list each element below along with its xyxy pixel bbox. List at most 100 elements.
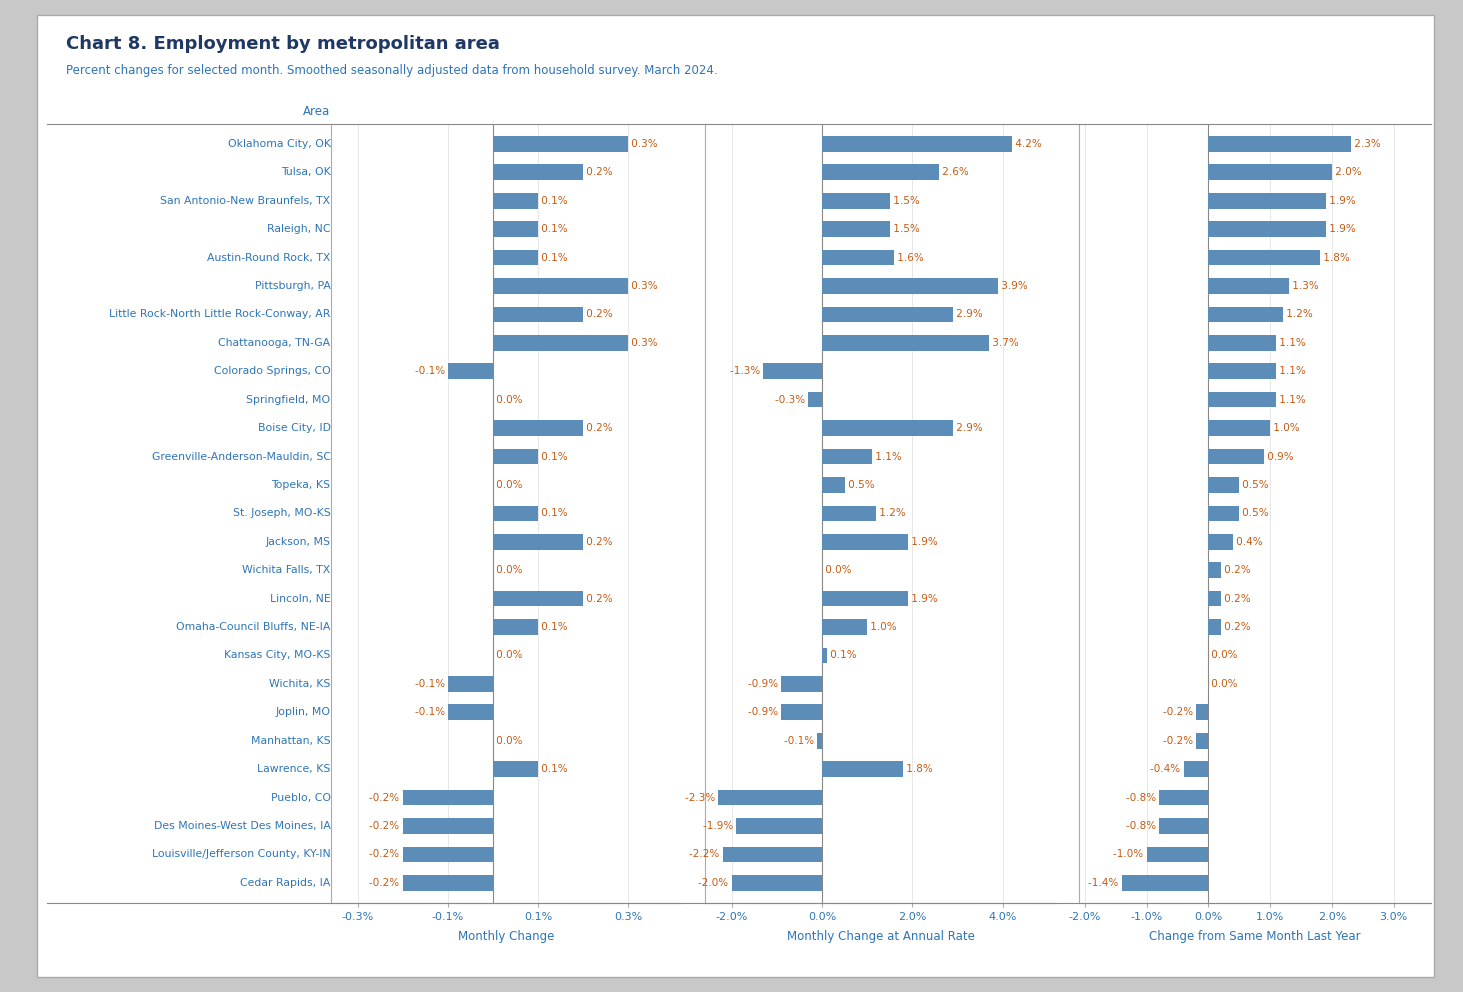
Bar	[493, 250, 538, 266]
Text: -0.2%: -0.2%	[369, 849, 402, 859]
Text: 0.2%: 0.2%	[584, 424, 613, 434]
Bar	[493, 192, 538, 208]
Text: 1.1%: 1.1%	[872, 451, 901, 461]
Text: 1.1%: 1.1%	[1276, 366, 1306, 376]
Bar	[493, 221, 538, 237]
Bar	[822, 278, 998, 294]
Bar	[1208, 278, 1289, 294]
Text: Des Moines-West Des Moines, IA: Des Moines-West Des Moines, IA	[154, 821, 331, 831]
Bar	[1208, 136, 1350, 152]
Text: 1.0%: 1.0%	[1270, 424, 1299, 434]
Bar	[736, 818, 822, 834]
Text: 0.1%: 0.1%	[538, 508, 568, 519]
Text: -1.9%: -1.9%	[702, 821, 736, 831]
Text: Oklahoma City, OK: Oklahoma City, OK	[228, 139, 331, 149]
Text: Greenville-Anderson-Mauldin, SC: Greenville-Anderson-Mauldin, SC	[152, 451, 331, 461]
Text: 0.3%: 0.3%	[629, 338, 658, 348]
Bar	[1208, 534, 1233, 550]
Text: 0.1%: 0.1%	[538, 224, 568, 234]
Bar	[822, 534, 907, 550]
Bar	[493, 165, 584, 181]
Bar	[1208, 221, 1325, 237]
Bar	[1208, 591, 1220, 606]
Bar	[1208, 307, 1283, 322]
Text: 0.0%: 0.0%	[493, 736, 522, 746]
Text: 0.1%: 0.1%	[827, 651, 856, 661]
Bar	[448, 704, 493, 720]
Bar	[822, 335, 989, 350]
Text: 2.3%: 2.3%	[1350, 139, 1380, 149]
Text: -2.2%: -2.2%	[689, 849, 723, 859]
Bar	[493, 619, 538, 635]
Bar	[822, 192, 890, 208]
Bar	[493, 307, 584, 322]
Text: 1.1%: 1.1%	[1276, 338, 1306, 348]
Text: 1.6%: 1.6%	[894, 253, 925, 263]
Bar	[1208, 250, 1320, 266]
Text: Pittsburgh, PA: Pittsburgh, PA	[255, 281, 331, 291]
Text: 1.1%: 1.1%	[1276, 395, 1306, 405]
Bar	[1208, 619, 1220, 635]
Bar	[493, 506, 538, 521]
Text: Wichita Falls, TX: Wichita Falls, TX	[243, 565, 331, 575]
Bar	[493, 136, 629, 152]
X-axis label: Change from Same Month Last Year: Change from Same Month Last Year	[1148, 930, 1361, 943]
Text: 0.0%: 0.0%	[493, 395, 522, 405]
Text: -0.4%: -0.4%	[1150, 764, 1184, 774]
Text: San Antonio-New Braunfels, TX: San Antonio-New Braunfels, TX	[161, 195, 331, 205]
Text: 3.7%: 3.7%	[989, 338, 1018, 348]
Bar	[402, 818, 493, 834]
Bar	[493, 534, 584, 550]
Bar	[822, 165, 939, 181]
Text: 0.2%: 0.2%	[1220, 593, 1251, 603]
Text: Boise City, ID: Boise City, ID	[257, 424, 331, 434]
Bar	[1208, 165, 1331, 181]
Bar	[764, 363, 822, 379]
Bar	[822, 250, 894, 266]
Text: -0.1%: -0.1%	[414, 679, 448, 688]
Bar	[781, 704, 822, 720]
Text: -2.3%: -2.3%	[685, 793, 718, 803]
Text: -0.2%: -0.2%	[369, 793, 402, 803]
Text: Chattanooga, TN-GA: Chattanooga, TN-GA	[218, 338, 331, 348]
Text: -0.2%: -0.2%	[1163, 707, 1197, 717]
Text: 1.5%: 1.5%	[890, 195, 919, 205]
Text: 1.2%: 1.2%	[876, 508, 906, 519]
Bar	[448, 677, 493, 691]
Text: Colorado Springs, CO: Colorado Springs, CO	[214, 366, 331, 376]
Text: 1.8%: 1.8%	[903, 764, 933, 774]
Bar	[1147, 846, 1208, 862]
Bar	[818, 733, 822, 749]
Text: -0.3%: -0.3%	[775, 395, 809, 405]
Text: 1.8%: 1.8%	[1320, 253, 1349, 263]
Bar	[493, 421, 584, 435]
Text: 2.9%: 2.9%	[952, 424, 983, 434]
Text: St. Joseph, MO-KS: St. Joseph, MO-KS	[233, 508, 331, 519]
Text: Lawrence, KS: Lawrence, KS	[257, 764, 331, 774]
Text: -2.0%: -2.0%	[698, 878, 732, 888]
Bar	[822, 648, 827, 664]
Text: 0.3%: 0.3%	[629, 281, 658, 291]
Bar	[1208, 392, 1276, 408]
Text: -1.3%: -1.3%	[730, 366, 764, 376]
Text: -0.9%: -0.9%	[748, 707, 781, 717]
Text: 0.0%: 0.0%	[493, 651, 522, 661]
Text: Chart 8. Employment by metropolitan area: Chart 8. Employment by metropolitan area	[66, 35, 500, 53]
Bar	[1208, 192, 1325, 208]
Bar	[1208, 562, 1220, 578]
Text: 2.0%: 2.0%	[1331, 168, 1362, 178]
Text: 0.2%: 0.2%	[1220, 565, 1251, 575]
Text: Area: Area	[303, 105, 331, 118]
Bar	[1208, 335, 1276, 350]
Text: 0.0%: 0.0%	[1208, 651, 1238, 661]
Bar	[493, 591, 584, 606]
Bar	[822, 448, 872, 464]
Text: -0.9%: -0.9%	[748, 679, 781, 688]
Text: 1.9%: 1.9%	[1325, 224, 1356, 234]
Bar	[822, 506, 876, 521]
Text: Manhattan, KS: Manhattan, KS	[252, 736, 331, 746]
Bar	[1208, 506, 1239, 521]
Text: -0.2%: -0.2%	[1163, 736, 1197, 746]
Text: 1.2%: 1.2%	[1283, 310, 1312, 319]
Bar	[718, 790, 822, 806]
